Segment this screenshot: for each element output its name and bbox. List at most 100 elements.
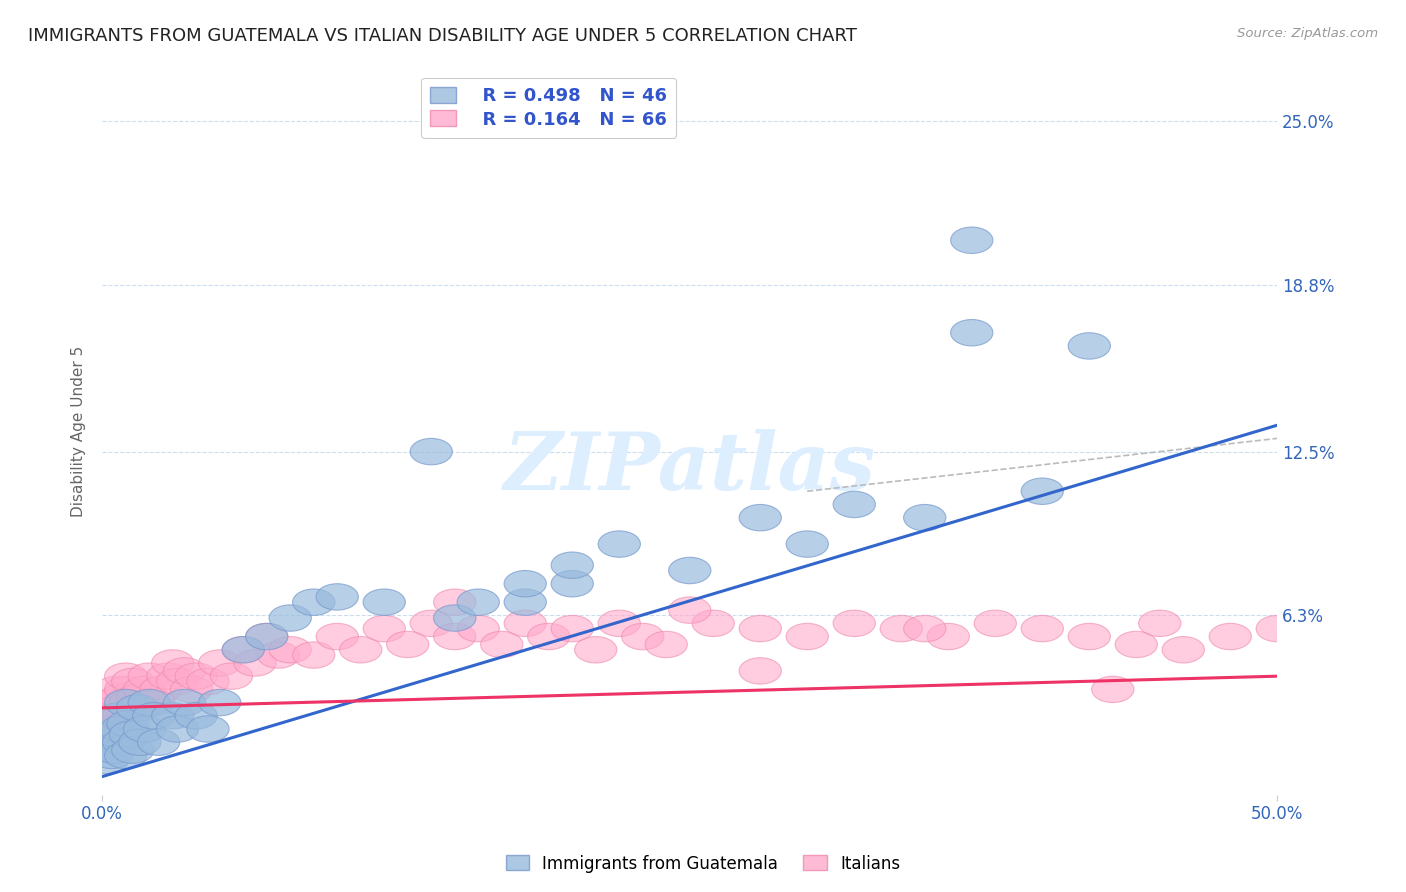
Ellipse shape [117, 695, 159, 721]
Ellipse shape [176, 663, 218, 690]
Ellipse shape [974, 610, 1017, 637]
Ellipse shape [139, 676, 183, 703]
Ellipse shape [669, 597, 711, 624]
Ellipse shape [176, 703, 218, 729]
Ellipse shape [100, 684, 142, 711]
Ellipse shape [292, 589, 335, 615]
Ellipse shape [481, 632, 523, 657]
Ellipse shape [387, 632, 429, 657]
Ellipse shape [111, 737, 153, 764]
Ellipse shape [198, 690, 240, 715]
Ellipse shape [598, 610, 640, 637]
Ellipse shape [505, 571, 547, 597]
Ellipse shape [128, 663, 170, 690]
Ellipse shape [786, 624, 828, 649]
Ellipse shape [111, 668, 153, 695]
Ellipse shape [124, 676, 166, 703]
Ellipse shape [132, 703, 176, 729]
Ellipse shape [86, 715, 128, 742]
Ellipse shape [433, 605, 475, 632]
Ellipse shape [740, 657, 782, 684]
Ellipse shape [187, 668, 229, 695]
Ellipse shape [1163, 637, 1205, 663]
Ellipse shape [740, 505, 782, 531]
Ellipse shape [100, 715, 142, 742]
Ellipse shape [269, 637, 311, 663]
Ellipse shape [146, 663, 190, 690]
Ellipse shape [93, 737, 135, 764]
Ellipse shape [411, 438, 453, 465]
Ellipse shape [904, 615, 946, 642]
Ellipse shape [950, 227, 993, 253]
Ellipse shape [527, 624, 569, 649]
Ellipse shape [132, 690, 176, 715]
Ellipse shape [128, 690, 170, 715]
Ellipse shape [104, 663, 146, 690]
Y-axis label: Disability Age Under 5: Disability Age Under 5 [72, 346, 86, 517]
Ellipse shape [90, 742, 132, 769]
Ellipse shape [551, 571, 593, 597]
Ellipse shape [880, 615, 922, 642]
Ellipse shape [93, 703, 135, 729]
Ellipse shape [86, 747, 128, 774]
Ellipse shape [740, 615, 782, 642]
Ellipse shape [156, 668, 198, 695]
Ellipse shape [1209, 624, 1251, 649]
Ellipse shape [118, 729, 160, 756]
Ellipse shape [834, 491, 876, 517]
Ellipse shape [163, 657, 205, 684]
Ellipse shape [551, 552, 593, 578]
Ellipse shape [152, 703, 194, 729]
Ellipse shape [669, 558, 711, 583]
Ellipse shape [786, 531, 828, 558]
Ellipse shape [211, 663, 253, 690]
Ellipse shape [89, 690, 131, 715]
Ellipse shape [598, 531, 640, 558]
Ellipse shape [96, 721, 138, 747]
Text: Source: ZipAtlas.com: Source: ZipAtlas.com [1237, 27, 1378, 40]
Ellipse shape [104, 742, 146, 769]
Ellipse shape [316, 583, 359, 610]
Ellipse shape [292, 642, 335, 668]
Ellipse shape [433, 624, 475, 649]
Ellipse shape [269, 605, 311, 632]
Ellipse shape [163, 690, 205, 715]
Ellipse shape [246, 624, 288, 649]
Ellipse shape [1256, 615, 1298, 642]
Text: ZIPatlas: ZIPatlas [503, 429, 876, 507]
Ellipse shape [457, 589, 499, 615]
Ellipse shape [1021, 478, 1063, 505]
Ellipse shape [950, 319, 993, 346]
Ellipse shape [257, 642, 299, 668]
Ellipse shape [89, 729, 131, 756]
Ellipse shape [575, 637, 617, 663]
Ellipse shape [505, 589, 547, 615]
Ellipse shape [457, 615, 499, 642]
Ellipse shape [97, 703, 139, 729]
Ellipse shape [316, 624, 359, 649]
Ellipse shape [645, 632, 688, 657]
Legend: Immigrants from Guatemala, Italians: Immigrants from Guatemala, Italians [499, 848, 907, 880]
Ellipse shape [222, 637, 264, 663]
Ellipse shape [692, 610, 734, 637]
Ellipse shape [233, 649, 276, 676]
Ellipse shape [1021, 615, 1063, 642]
Ellipse shape [103, 729, 145, 756]
Ellipse shape [117, 684, 159, 711]
Ellipse shape [138, 729, 180, 756]
Ellipse shape [246, 624, 288, 649]
Ellipse shape [222, 637, 264, 663]
Ellipse shape [340, 637, 382, 663]
Ellipse shape [110, 690, 152, 715]
Ellipse shape [433, 589, 475, 615]
Ellipse shape [107, 711, 149, 737]
Ellipse shape [124, 715, 166, 742]
Ellipse shape [1115, 632, 1157, 657]
Ellipse shape [1139, 610, 1181, 637]
Ellipse shape [104, 690, 146, 715]
Ellipse shape [904, 505, 946, 531]
Ellipse shape [170, 676, 212, 703]
Ellipse shape [103, 703, 145, 729]
Ellipse shape [551, 615, 593, 642]
Ellipse shape [1069, 624, 1111, 649]
